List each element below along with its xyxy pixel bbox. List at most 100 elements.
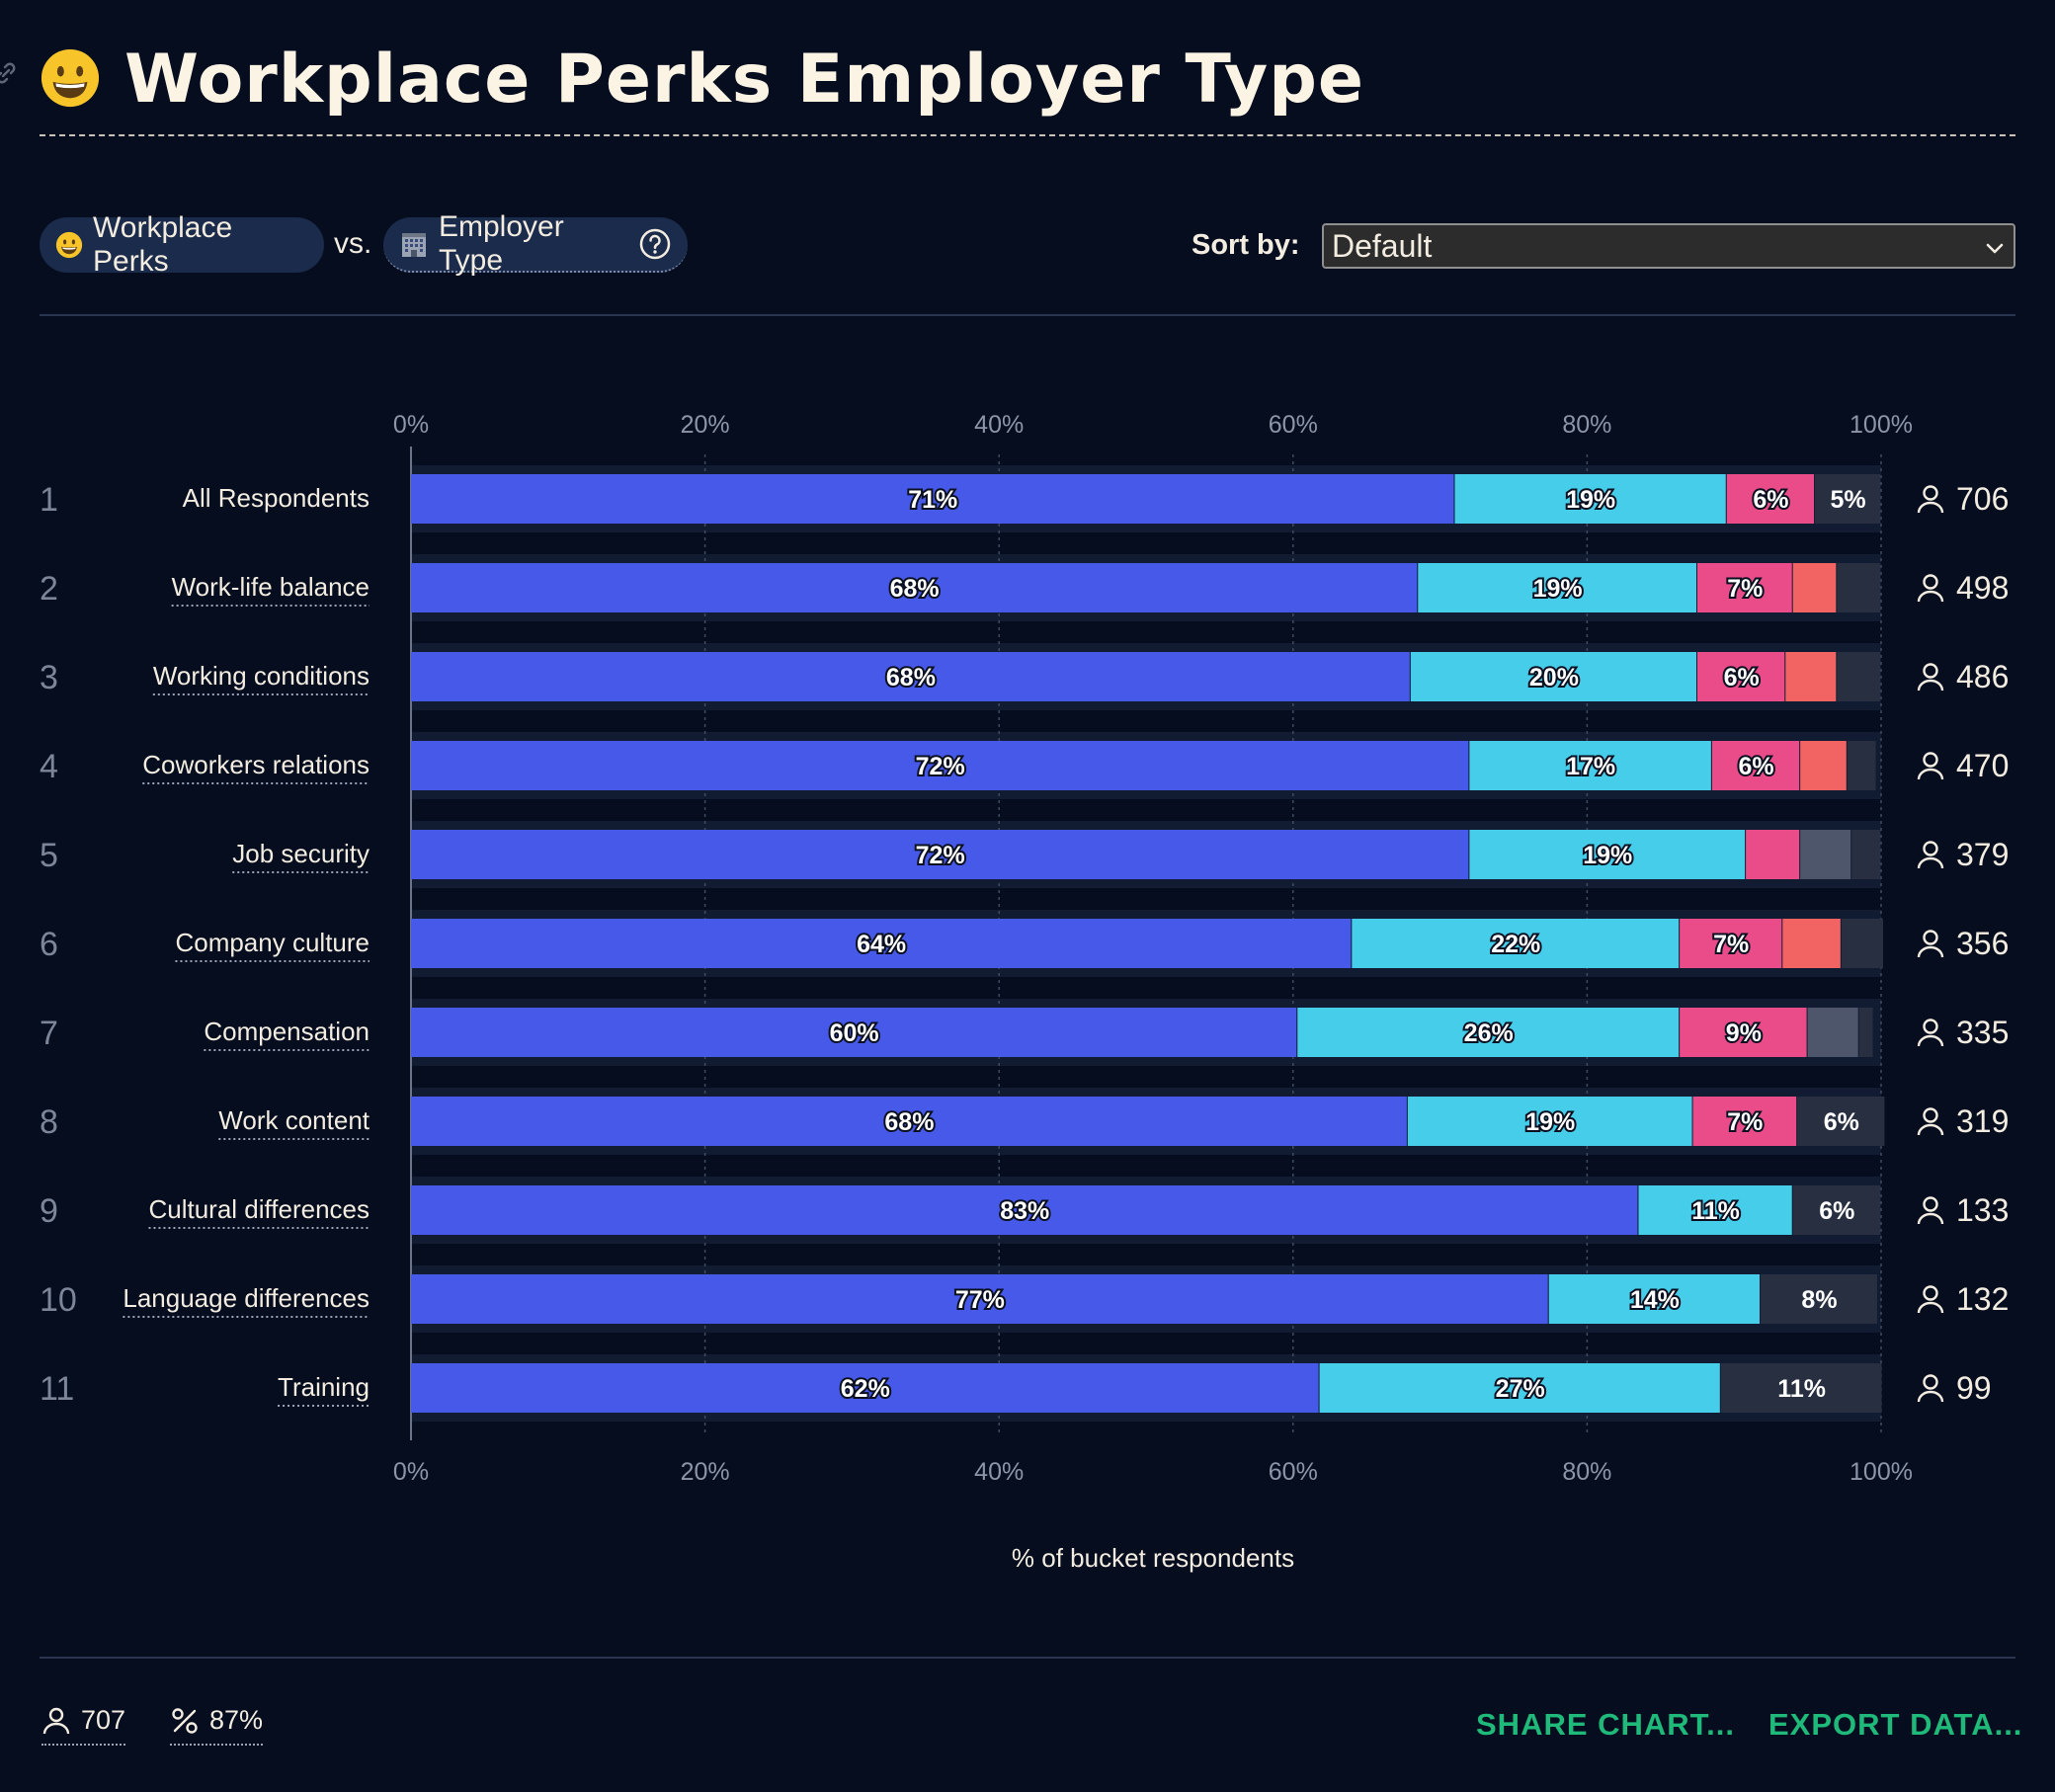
bar-segment[interactable] <box>1807 1008 1858 1057</box>
bar-segment[interactable] <box>1760 1274 1878 1324</box>
bar-value-label: 22% <box>1491 931 1540 958</box>
link-icon[interactable] <box>0 61 18 85</box>
row-rank: 7 <box>40 1015 58 1052</box>
bar-segment[interactable] <box>1469 741 1711 790</box>
person-icon-body <box>1917 1123 1944 1136</box>
bar-segment[interactable] <box>1418 563 1696 612</box>
chevron-down-icon <box>1986 243 2004 254</box>
controls-divider <box>40 314 2015 316</box>
category-label[interactable]: Coworkers relations <box>142 750 370 779</box>
bar-segment[interactable] <box>1319 1363 1720 1413</box>
x-tick-label-bottom: 40% <box>974 1458 1024 1486</box>
completion-percent-stat[interactable]: 87% <box>170 1705 264 1746</box>
bar-segment[interactable] <box>411 1097 1407 1146</box>
person-icon-body <box>1917 1212 1944 1225</box>
sort-label: Sort by: <box>1192 229 1300 261</box>
row-rank: 1 <box>40 481 58 519</box>
bar-segment[interactable] <box>411 1363 1319 1413</box>
row-rank: 6 <box>40 926 58 963</box>
bar-segment[interactable] <box>411 830 1469 879</box>
bar-value-label: 7% <box>1727 1108 1763 1136</box>
grinning-face-icon <box>41 48 100 108</box>
bar-segment[interactable] <box>1297 1008 1680 1057</box>
bar-segment[interactable] <box>1692 1097 1797 1146</box>
bar-segment[interactable] <box>1548 1274 1760 1324</box>
category-label[interactable]: Company culture <box>175 928 370 957</box>
bar-segment[interactable] <box>411 474 1454 524</box>
bar-segment[interactable] <box>1697 563 1792 612</box>
bar-segment[interactable] <box>1410 652 1696 701</box>
completion-percent-value: 87% <box>209 1705 264 1735</box>
row-count: 379 <box>1917 837 2009 872</box>
category-label[interactable]: Cultural differences <box>148 1194 370 1224</box>
bar-segment[interactable] <box>1782 919 1841 968</box>
row-count-value: 319 <box>1956 1103 2009 1139</box>
category-label[interactable]: Work-life balance <box>172 572 370 602</box>
bar-segment[interactable] <box>1800 830 1851 879</box>
bar-segment[interactable] <box>1800 741 1847 790</box>
bar-segment[interactable] <box>1792 1185 1880 1235</box>
bar-segment[interactable] <box>1454 474 1726 524</box>
bar-segment[interactable] <box>1815 474 1880 524</box>
x-tick-label-bottom: 80% <box>1562 1458 1611 1486</box>
sort-select[interactable]: Default <box>1322 223 2015 269</box>
row-rank: 11 <box>40 1370 74 1408</box>
bar-segment[interactable] <box>1697 652 1785 701</box>
bar-segment[interactable] <box>1797 1097 1885 1146</box>
bar-value-label: 20% <box>1529 664 1579 692</box>
x-tick-label-top: 20% <box>681 411 730 439</box>
vs-label: vs. <box>334 227 372 260</box>
bar-segment[interactable] <box>1726 474 1815 524</box>
bar-segment[interactable] <box>1851 830 1880 879</box>
bar-segment[interactable] <box>1680 919 1782 968</box>
person-icon-body <box>1917 945 1944 958</box>
bar-value-label: 6% <box>1724 664 1760 692</box>
person-icon-body <box>1917 590 1944 603</box>
category-label[interactable]: Work content <box>218 1105 370 1135</box>
category-label[interactable]: Compensation <box>204 1017 370 1046</box>
bar-segment[interactable] <box>1841 919 1883 968</box>
person-icon <box>1923 1374 1938 1390</box>
bar-segment[interactable] <box>1792 563 1837 612</box>
bar-segment[interactable] <box>1407 1097 1692 1146</box>
x-tick-label-bottom: 0% <box>393 1458 429 1486</box>
bar-segment[interactable] <box>411 563 1418 612</box>
bar-segment[interactable] <box>411 919 1352 968</box>
bar-segment[interactable] <box>1469 830 1746 879</box>
bar-segment[interactable] <box>1785 652 1837 701</box>
category-label[interactable]: Training <box>278 1372 370 1402</box>
total-respondents-value: 707 <box>81 1705 126 1735</box>
bar-segment[interactable] <box>1638 1185 1792 1235</box>
category-label[interactable]: Language differences <box>123 1283 370 1313</box>
bar-segment[interactable] <box>1352 919 1680 968</box>
bar-segment[interactable] <box>1711 741 1800 790</box>
bar-segment[interactable] <box>1746 830 1800 879</box>
help-icon[interactable] <box>638 227 672 261</box>
bar-value-label: 19% <box>1583 842 1632 869</box>
bar-segment[interactable] <box>1847 741 1876 790</box>
bar-segment[interactable] <box>1837 563 1880 612</box>
bar-segment[interactable] <box>411 741 1469 790</box>
total-respondents-stat[interactable]: 707 <box>41 1705 126 1746</box>
category-label[interactable]: Job security <box>232 839 370 868</box>
variable-pill-employer-type[interactable]: Employer Type <box>383 210 688 277</box>
bar-segment[interactable] <box>1837 652 1880 701</box>
bar-segment[interactable] <box>411 1274 1548 1324</box>
row-count: 132 <box>1917 1281 2009 1317</box>
bar-value-label: 6% <box>1753 486 1788 514</box>
bar-segment[interactable] <box>411 1185 1638 1235</box>
bar-value-label: 17% <box>1566 753 1615 780</box>
x-tick-label-bottom: 20% <box>681 1458 730 1486</box>
bar-segment[interactable] <box>1858 1008 1873 1057</box>
row-count: 133 <box>1917 1192 2009 1228</box>
bar-segment[interactable] <box>411 1008 1297 1057</box>
row-rank: 2 <box>40 570 58 608</box>
category-label[interactable]: Working conditions <box>153 661 370 691</box>
bar-segment[interactable] <box>1680 1008 1807 1057</box>
export-data-button[interactable]: EXPORT DATA... <box>1768 1707 2023 1742</box>
bar-segment[interactable] <box>411 652 1410 701</box>
bar-segment[interactable] <box>1720 1363 1882 1413</box>
variable-pill-workplace-perks[interactable]: Workplace Perks <box>40 211 324 278</box>
share-chart-button[interactable]: SHARE CHART... <box>1476 1707 1736 1742</box>
person-icon-body <box>1917 768 1944 780</box>
